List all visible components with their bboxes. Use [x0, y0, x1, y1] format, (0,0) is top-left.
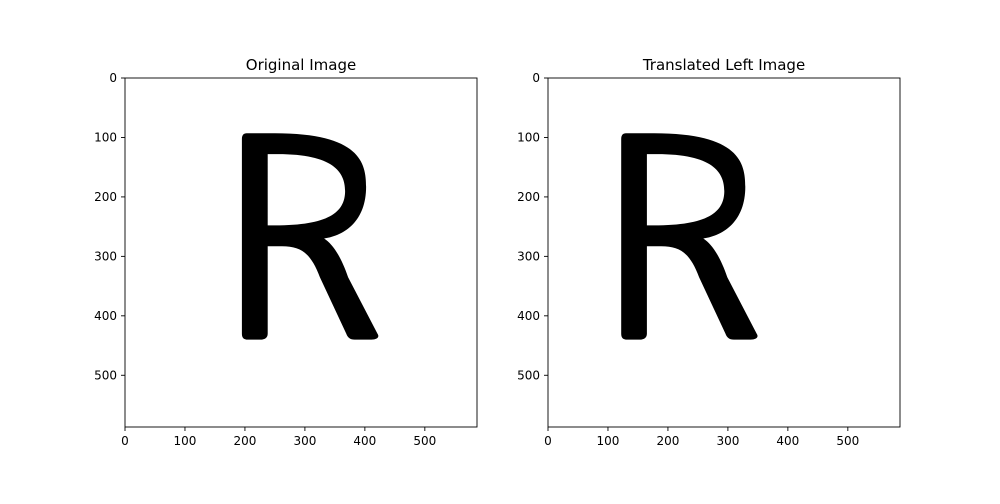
- original-image-y-tick-label: 300: [94, 249, 117, 263]
- original-image-x-tick-label: 200: [233, 434, 256, 448]
- original-image-x-tick-label: 0: [121, 434, 129, 448]
- translated-left-image-title: Translated Left Image: [642, 56, 805, 74]
- original-image-letter-glyph: [241, 133, 379, 340]
- original-image-x-tick-label: 100: [174, 434, 197, 448]
- original-image-image-area: [125, 78, 477, 427]
- original-image-y-tick-label: 100: [94, 130, 117, 144]
- original-image-x-tick-label: 300: [293, 434, 316, 448]
- panel-translated-left-image: Translated Left Image 0 100 200 300 400 500 0 10…: [517, 56, 901, 448]
- translated-left-image-y-tick-label: 400: [517, 309, 540, 323]
- translated-left-image-letter-glyph: [621, 133, 758, 340]
- translated-left-image-y-tick-label: 500: [517, 368, 540, 382]
- original-image-x-tick-label: 400: [353, 434, 376, 448]
- translated-left-image-x-tick-label: 500: [836, 434, 859, 448]
- translated-left-image-y-tick-label: 300: [517, 249, 540, 263]
- translated-left-image-x-tick-label: 0: [544, 434, 552, 448]
- translated-left-image-x-tick-label: 400: [776, 434, 799, 448]
- original-image-y-tick-label: 500: [94, 368, 117, 382]
- translated-left-image-x-tick-label: 300: [716, 434, 739, 448]
- original-image-x-tick-label: 500: [413, 434, 436, 448]
- translated-left-image-y-tick-label: 100: [517, 130, 540, 144]
- translated-left-image-y-tick-label: 0: [532, 71, 540, 85]
- original-image-y-tick-label: 400: [94, 309, 117, 323]
- translated-left-image-x-tick-label: 100: [597, 434, 620, 448]
- translated-left-image-x-tick-label: 200: [656, 434, 679, 448]
- original-image-y-tick-label: 0: [109, 71, 117, 85]
- original-image-y-tick-label: 200: [94, 190, 117, 204]
- original-image-title: Original Image: [246, 56, 356, 74]
- translated-left-image-axes-frame: [547, 77, 901, 428]
- translated-left-image-y-tick-label: 200: [517, 190, 540, 204]
- translated-left-image-image-area: [548, 78, 900, 427]
- panel-original-image: Original Image 0 100 200 300 400 500 0 100 200 300…: [94, 56, 478, 448]
- original-image-axes-frame: [124, 77, 478, 428]
